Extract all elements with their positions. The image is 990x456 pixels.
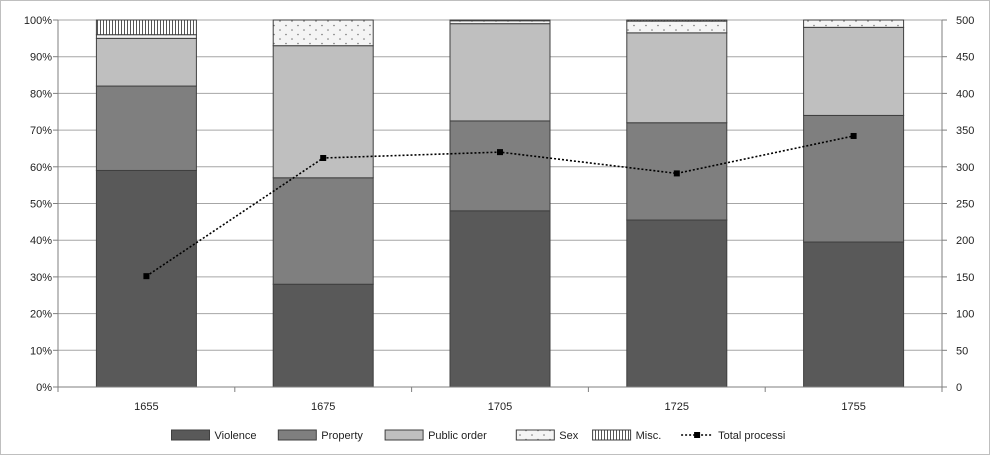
bar-segment-misc [449, 19, 551, 22]
left-axis-tick-label: 10% [30, 345, 52, 357]
bar-segment-property [272, 177, 374, 285]
left-axis-tick-label: 100% [24, 15, 52, 27]
right-axis-tick-label: 150 [956, 272, 974, 284]
x-axis-tick-label: 1755 [841, 401, 865, 413]
bar-segment-sex [803, 19, 905, 28]
left-axis-tick-label: 50% [30, 199, 52, 211]
bar-segment-violence [803, 241, 905, 388]
bar-segment-sex [272, 19, 374, 47]
axes: 0% 10% 20% 30% 40% 50% 60% 70% 80% 90% 100% 0 50 100 1… [24, 15, 975, 413]
left-axis-tick-label: 0% [36, 382, 52, 394]
total-processi-marker [673, 170, 680, 177]
total-processi-marker [850, 132, 857, 139]
x-axis-tick-label: 1655 [134, 401, 158, 413]
right-axis-tick-label: 50 [956, 345, 968, 357]
total-processi-marker [320, 154, 327, 161]
total-processi-marker [497, 149, 503, 156]
bar-segment-misc [95, 19, 197, 36]
left-axis-tick-label: 60% [30, 162, 52, 174]
left-axis-tick-label: 80% [30, 88, 52, 100]
left-axis-tick-label: 90% [30, 52, 52, 64]
bar-segment-violence [626, 219, 728, 388]
right-axis-tick-label: 200 [956, 235, 974, 247]
legend-swatch [384, 429, 424, 441]
legend-swatch [592, 429, 632, 441]
left-axis-tick-label: 40% [30, 235, 52, 247]
right-axis-tick-label: 100 [956, 309, 974, 321]
legend-label: Violence [215, 430, 257, 442]
bar-segment-violence [272, 283, 374, 388]
bar-segment-sex [626, 20, 728, 34]
legend-label: Total processi [718, 430, 785, 442]
legend-swatch [277, 429, 317, 441]
right-axis-tick-label: 400 [956, 88, 974, 100]
bar-segment-public-order [803, 26, 905, 116]
left-axis-tick-label: 70% [30, 125, 52, 137]
total-line-group [143, 132, 857, 280]
x-axis-tick-label: 1705 [488, 401, 512, 413]
legend: Violence Property Public order Sex Misc. Tota… [171, 429, 785, 442]
bar-segment-violence [449, 210, 551, 388]
legend-label: Public order [428, 430, 487, 442]
legend-line-marker [694, 432, 701, 438]
bar-segment-public-order [626, 32, 728, 124]
right-axis-tick-label: 300 [956, 162, 974, 174]
left-axis-tick-label: 30% [30, 272, 52, 284]
legend-swatch [171, 429, 210, 441]
left-axis-tick-label: 20% [30, 309, 52, 321]
legend-label: Property [321, 430, 363, 442]
legend-label: Misc. [636, 430, 662, 442]
bar-segment-public-order [449, 23, 551, 122]
legend-label: Sex [559, 430, 578, 442]
right-axis-tick-label: 450 [956, 52, 974, 64]
bar-segment-property [95, 85, 197, 171]
x-axis-tick-label: 1675 [311, 401, 335, 413]
bar-segment-property [449, 120, 551, 212]
legend-swatch [515, 429, 555, 441]
bar-segment-public-order [95, 37, 197, 87]
bar-segment-sex [95, 34, 197, 39]
bar-segment-misc [626, 19, 728, 22]
total-processi-marker [143, 273, 150, 280]
x-axis-tick-label: 1725 [665, 401, 689, 413]
right-axis-tick-label: 350 [956, 125, 974, 137]
right-axis-tick-label: 0 [956, 382, 962, 394]
right-axis-tick-label: 250 [956, 199, 974, 211]
right-axis-tick-label: 500 [956, 15, 974, 27]
